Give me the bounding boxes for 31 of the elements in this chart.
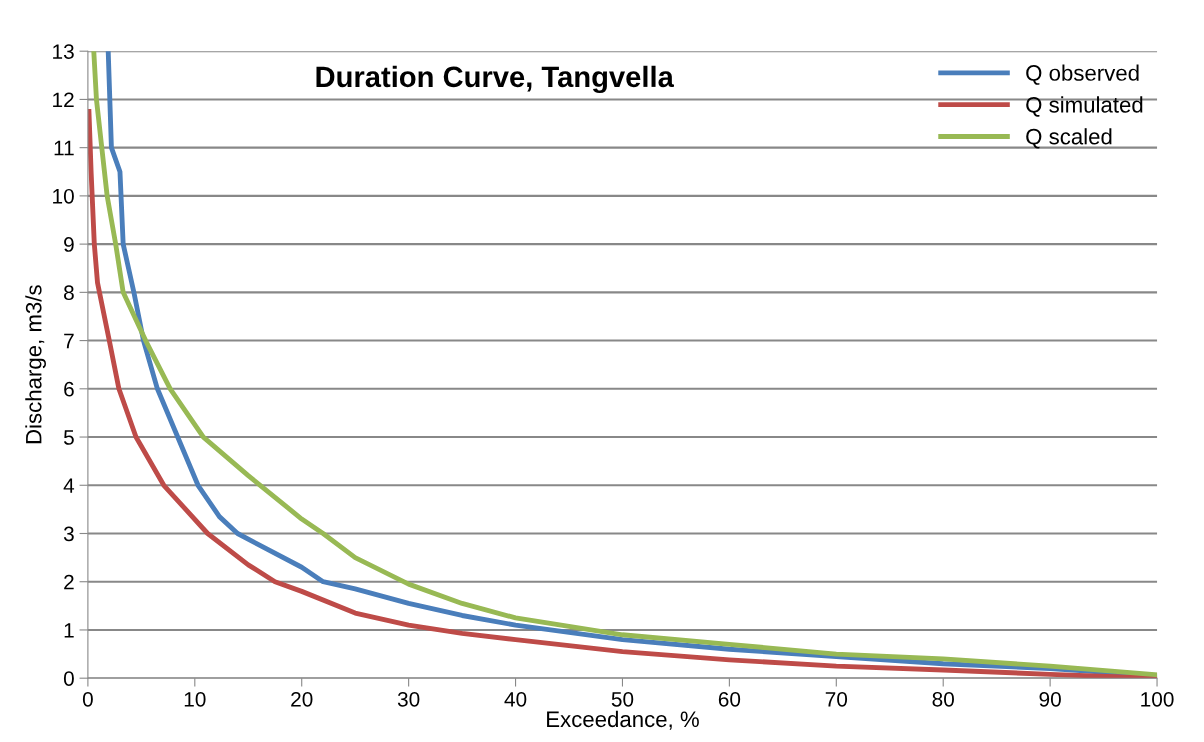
y-tick-label: 10	[53, 188, 74, 204]
y-tick-label: 5	[63, 430, 74, 445]
x-tick-label: 60	[718, 691, 741, 707]
y-tick-label: 2	[64, 574, 74, 590]
y-tick-label: 13	[53, 44, 74, 59]
y-tick-label: 0	[63, 671, 74, 686]
x-tick-label: 0	[82, 691, 93, 707]
x-tick-label: 10	[184, 691, 206, 707]
y-tick-label: 8	[64, 285, 74, 301]
x-tick-label: 20	[291, 691, 313, 707]
legend-label: Q simulated	[1026, 96, 1143, 117]
x-tick-label: 70	[825, 691, 848, 707]
legend-label: Q scaled	[1026, 128, 1112, 149]
x-axis-title: Exceedance, %	[547, 710, 699, 730]
y-tick-label: 11	[54, 140, 74, 156]
y-tick-label: 12	[53, 92, 74, 107]
x-tick-label: 40	[504, 691, 527, 707]
y-tick-label: 3	[63, 526, 74, 542]
x-tick-label: 90	[1039, 691, 1061, 707]
y-tick-label: 7	[64, 333, 74, 349]
legend-label: Q observed	[1026, 64, 1139, 85]
y-tick-label: 1	[64, 623, 74, 638]
y-tick-label: 9	[64, 237, 74, 252]
x-tick-label: 100	[1141, 691, 1174, 707]
x-tick-label: 30	[397, 691, 420, 707]
y-tick-label: 4	[63, 478, 75, 493]
y-tick-label: 6	[64, 381, 74, 397]
chart-title: Duration Curve, Tangvella	[316, 65, 674, 94]
x-tick-label: 80	[932, 691, 954, 707]
y-axis-title: Discharge, m3/s	[25, 285, 46, 444]
x-tick-label: 50	[611, 691, 634, 707]
